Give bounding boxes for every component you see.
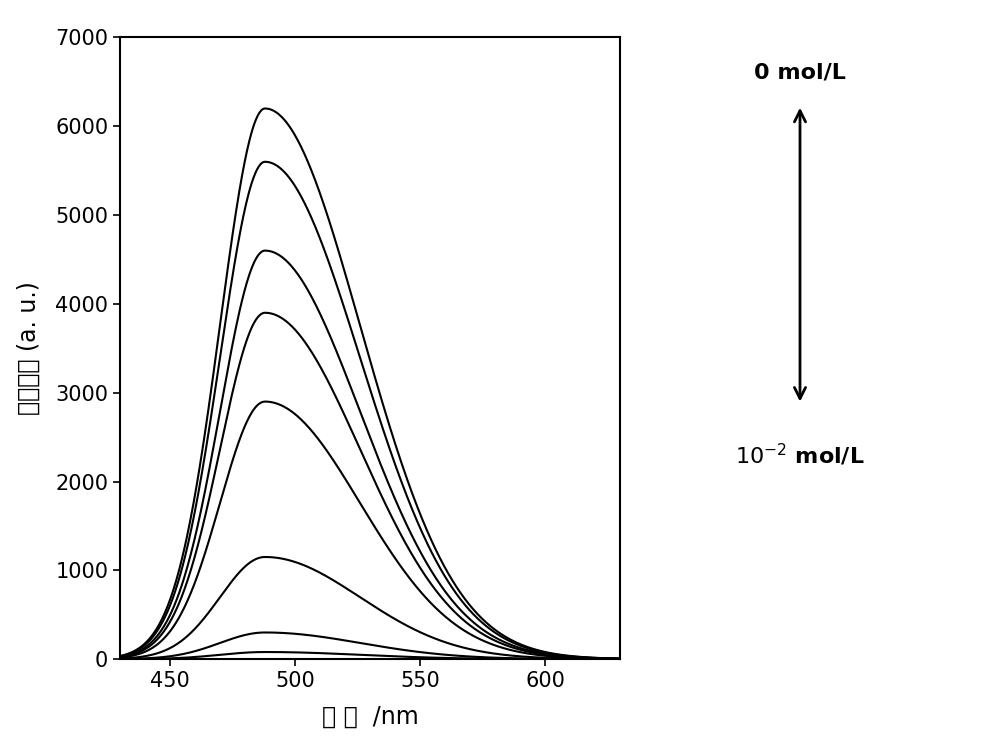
Text: $10^{-2}$ mol/L: $10^{-2}$ mol/L xyxy=(735,442,865,468)
Y-axis label: 荧光强度 (a. u.): 荧光强度 (a. u.) xyxy=(17,282,41,415)
Text: 0 mol/L: 0 mol/L xyxy=(754,62,846,82)
X-axis label: 波 长  /nm: 波 长 /nm xyxy=(322,705,418,729)
